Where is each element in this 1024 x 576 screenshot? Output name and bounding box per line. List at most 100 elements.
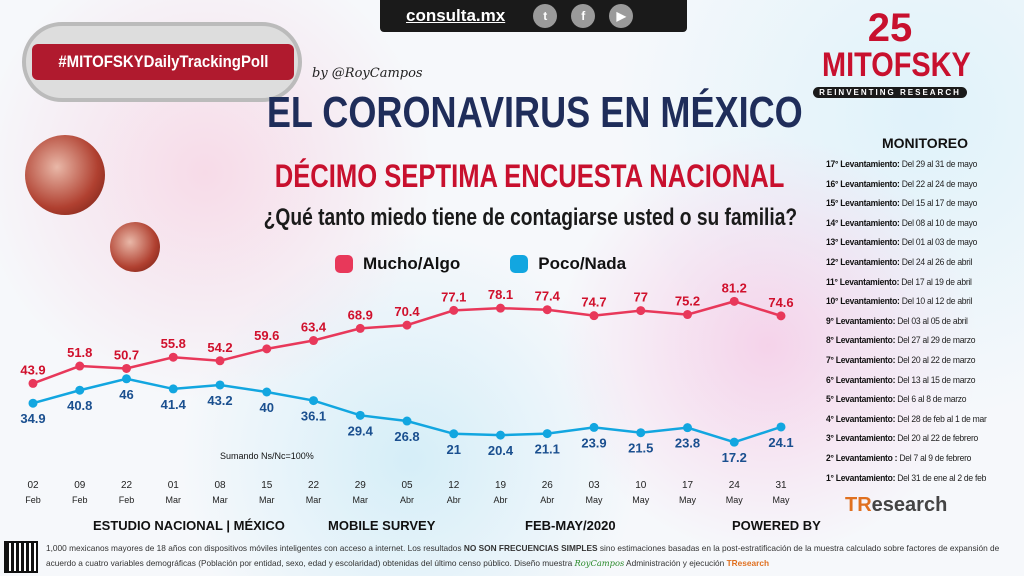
fine-text: Administración y ejecución [624, 558, 727, 568]
levantamiento-dates: Del 24 al 26 de abril [901, 256, 973, 268]
x-tick-label: 12 [448, 480, 460, 491]
x-tick-label: Abr [540, 495, 554, 505]
data-label: 23.9 [581, 435, 606, 450]
footer-estudio: ESTUDIO NACIONAL | MÉXICO [93, 518, 285, 533]
data-label: 36.1 [301, 409, 326, 424]
levantamiento-dates: Del 03 al 05 de abril [897, 315, 968, 327]
methodology-note: 1,000 mexicanos mayores de 18 años con d… [46, 541, 1021, 571]
data-point [496, 430, 505, 440]
tresearch-small-logo: TResearch [726, 558, 770, 568]
levantamiento-label: 17° Levantamiento: [826, 159, 900, 170]
x-tick-label: 08 [214, 480, 226, 491]
data-label: 54.2 [207, 340, 232, 355]
data-label: 24.1 [768, 435, 793, 450]
data-label: 70.4 [394, 304, 420, 319]
coronavirus-image [110, 222, 160, 272]
data-label: 78.1 [488, 287, 513, 302]
data-label: 63.4 [301, 320, 327, 335]
data-label: 40.8 [67, 398, 92, 413]
chart-note: Sumando Ns/Nc=100% [220, 451, 314, 461]
levantamiento-dates: Del 7 al 9 de febrero [899, 452, 972, 464]
data-point [309, 396, 318, 406]
levantamiento-label: 4° Levantamiento: [826, 413, 896, 425]
levantamiento-label: 9° Levantamiento: [826, 315, 896, 327]
logo-tagline: REINVENTING RESEARCH [813, 87, 967, 98]
data-label: 77.4 [535, 289, 561, 304]
data-label: 46 [119, 387, 133, 402]
data-point [355, 323, 365, 333]
x-tick-label: May [585, 495, 603, 505]
levantamiento-dates: Del 20 al 22 de marzo [897, 354, 976, 366]
logo-years: 25 [867, 6, 913, 50]
monitoreo-row: 1° Levantamiento: Del 31 de ene al 2 de … [826, 473, 1004, 493]
x-tick-label: 19 [495, 480, 507, 491]
monitoreo-row: 8° Levantamiento: Del 27 al 29 de marzo [826, 335, 1004, 355]
x-tick-label: Feb [72, 495, 88, 505]
data-label: 74.6 [768, 295, 793, 310]
x-tick-label: 29 [355, 480, 367, 491]
x-tick-label: May [679, 495, 697, 505]
levantamiento-dates: Del 29 al 31 de mayo [901, 159, 978, 170]
data-point [402, 320, 412, 330]
data-point [28, 378, 38, 388]
x-tick-label: Mar [212, 495, 228, 505]
monitoreo-row: 5° Levantamiento: Del 6 al 8 de marzo [826, 394, 1004, 414]
x-tick-label: 10 [635, 480, 647, 491]
x-tick-label: Abr [447, 495, 461, 505]
data-point [75, 385, 85, 395]
x-tick-label: Feb [25, 495, 41, 505]
data-point [28, 398, 38, 408]
data-point [776, 422, 786, 432]
x-tick-label: Mar [166, 495, 182, 505]
mitofsky-logo: 25 MITOFSKY REINVENTING RESEARCH [810, 6, 971, 108]
footer-mobile: MOBILE SURVEY [328, 518, 436, 533]
fine-text: sino estimaciones basadas en la post-est… [46, 543, 1000, 568]
site-link[interactable]: consulta.mx [406, 6, 506, 25]
youtube-icon[interactable]: ▶ [609, 4, 634, 28]
data-label: 21.5 [628, 441, 653, 456]
data-point [122, 374, 131, 384]
data-label: 26.8 [394, 429, 419, 444]
top-bar: consulta.mx t f ▶ [380, 0, 687, 32]
logo-brand: MITOFSKY [822, 46, 971, 84]
footer-bar: ESTUDIO NACIONAL | MÉXICO MOBILE SURVEY … [0, 518, 1024, 538]
x-tick-label: 22 [308, 480, 320, 491]
x-tick-label: May [772, 495, 790, 505]
hashtag-badge: #MITOFSKYDailyTrackingPoll [22, 22, 302, 102]
monitoreo-row: 16° Levantamiento: Del 22 al 24 de mayo [826, 179, 1004, 199]
levantamiento-dates: Del 15 al 17 de mayo [901, 198, 978, 210]
data-point [215, 356, 225, 366]
data-label: 43.2 [207, 393, 232, 408]
levantamiento-label: 10° Levantamiento: [826, 296, 900, 308]
levantamiento-label: 11° Levantamiento: [826, 276, 900, 288]
monitoreo-title: MONITOREO [881, 135, 969, 151]
levantamiento-label: 6° Levantamiento: [826, 374, 896, 386]
data-label: 68.9 [348, 307, 373, 322]
hashtag-pill: #MITOFSKYDailyTrackingPoll [32, 44, 294, 80]
data-label: 20.4 [488, 443, 514, 458]
legend-swatch [510, 255, 529, 273]
monitoreo-row: 10° Levantamiento: Del 10 al 12 de abril [826, 296, 1004, 316]
levantamiento-dates: Del 01 al 03 de mayo [901, 237, 978, 249]
data-label: 41.4 [161, 397, 187, 412]
data-label: 34.9 [20, 411, 45, 426]
levantamiento-label: 12° Levantamiento: [826, 256, 900, 268]
x-tick-label: Mar [306, 495, 322, 505]
tresearch-logo: TResearch [845, 494, 947, 517]
footer-powered: POWERED BY [732, 518, 821, 533]
levantamiento-dates: Del 20 al 22 de febrero [897, 433, 979, 445]
roycampos-logo: RoyCampos [574, 558, 625, 568]
x-tick-label: 01 [168, 480, 180, 491]
data-label: 55.8 [161, 336, 186, 351]
data-label: 21 [447, 442, 461, 457]
levantamiento-label: 15° Levantamiento: [826, 198, 900, 210]
facebook-icon[interactable]: f [571, 4, 596, 28]
levantamiento-dates: Del 28 de feb al 1 de mar [897, 413, 987, 425]
data-point [683, 423, 692, 433]
page-subtitle-row: DÉCIMO SEPTIMA ENCUESTA NACIONAL [250, 158, 810, 196]
data-label: 77 [634, 290, 648, 305]
logo-part: TR [845, 494, 872, 516]
levantamiento-label: 14° Levantamiento: [826, 217, 900, 229]
twitter-icon[interactable]: t [533, 4, 558, 28]
data-point [496, 303, 505, 313]
